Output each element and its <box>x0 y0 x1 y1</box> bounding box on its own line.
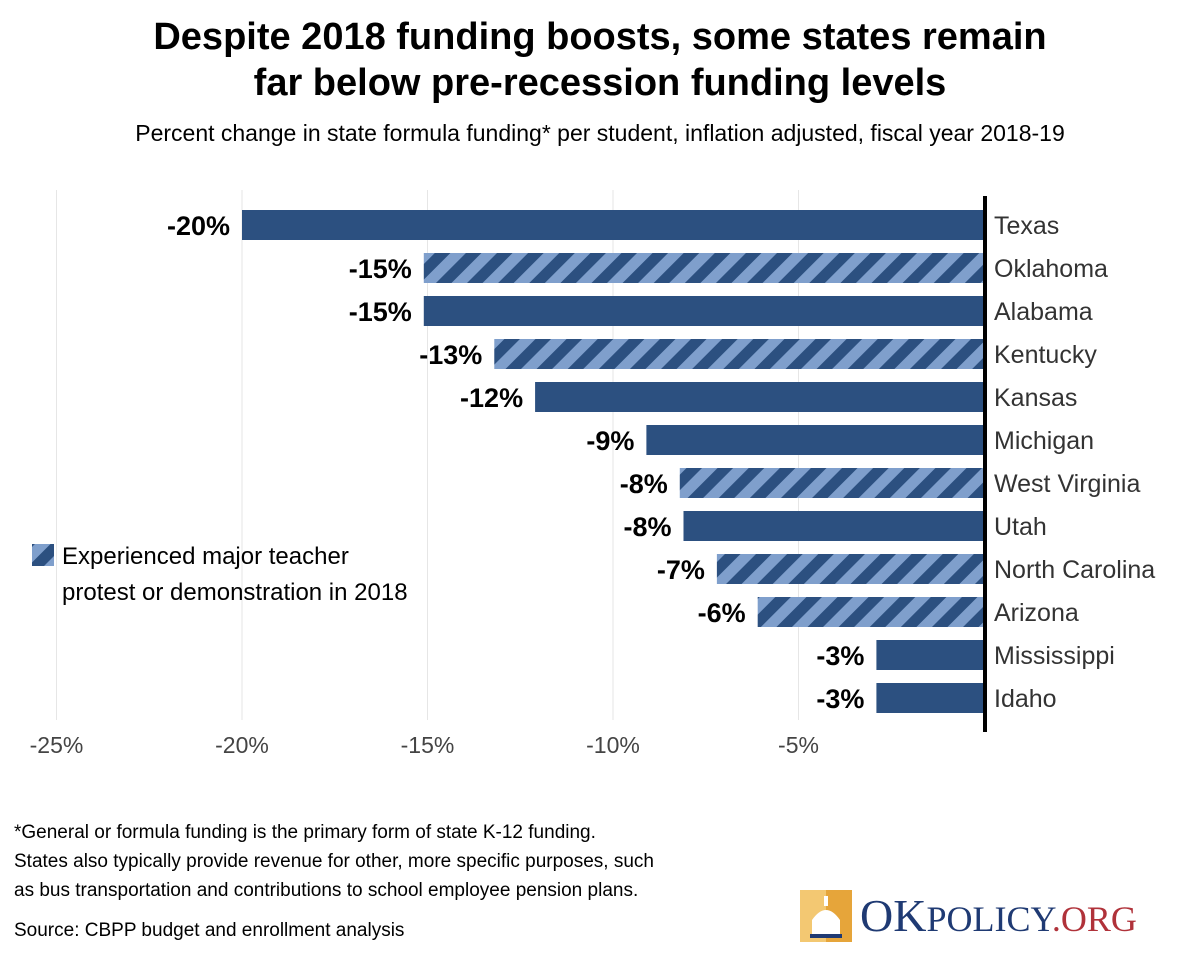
bar-chart: -20%-15%-15%-13%-12%-9%-8%-8%-7%-6%-3%-3… <box>30 190 1155 758</box>
value-label: -9% <box>586 426 634 456</box>
okpolicy-logo: OKPOLICY.ORG <box>800 888 1200 944</box>
bar <box>683 511 984 541</box>
value-label: -8% <box>620 469 668 499</box>
value-label: -3% <box>816 641 864 671</box>
legend: Experienced major teacher protest or dem… <box>32 543 408 606</box>
bar <box>242 210 984 240</box>
category-label: Idaho <box>994 685 1057 713</box>
legend-label-line-2: protest or demonstration in 2018 <box>62 579 408 606</box>
value-label: -20% <box>167 211 230 241</box>
value-label: -13% <box>419 340 482 370</box>
category-label: Texas <box>994 212 1059 240</box>
legend-swatch <box>32 544 54 566</box>
category-labels: Texas Oklahoma Alabama Kentucky Kansas Michig… <box>994 212 1155 713</box>
category-label: Kansas <box>994 384 1077 412</box>
chart-subtitle: Percent change in state formula funding*… <box>135 120 1065 146</box>
x-tick-label: -5% <box>778 732 819 758</box>
value-label: -15% <box>349 254 412 284</box>
footnote: *General or formula funding is the prima… <box>14 818 794 905</box>
bar-protest <box>494 339 984 369</box>
x-axis-ticks: -25% -20% -15% -10% -5% <box>30 732 819 758</box>
category-label: Arizona <box>994 599 1079 627</box>
value-label: -6% <box>698 598 746 628</box>
category-label: West Virginia <box>994 470 1140 498</box>
category-label: Alabama <box>994 298 1093 326</box>
legend-label-line-1: Experienced major teacher <box>62 543 349 570</box>
value-label: -8% <box>623 512 671 542</box>
bar <box>423 296 984 326</box>
footnote-line-3: as bus transportation and contributions … <box>14 880 639 901</box>
category-label: Michigan <box>994 427 1094 455</box>
bar-protest <box>716 554 984 584</box>
category-label: Utah <box>994 513 1047 541</box>
bar-protest <box>757 597 984 627</box>
bar-protest <box>679 468 984 498</box>
bar <box>646 425 984 455</box>
category-label: Mississippi <box>994 642 1115 670</box>
title-line-2: far below pre-recession funding levels <box>253 62 947 104</box>
category-label: Oklahoma <box>994 255 1108 283</box>
x-tick-label: -20% <box>215 732 269 758</box>
source-note: Source: CBPP budget and enrollment analy… <box>14 920 405 941</box>
footnote-line-2: States also typically provide revenue fo… <box>14 851 654 872</box>
logo-ok: OK <box>860 890 927 941</box>
capitol-dome-icon <box>800 890 852 942</box>
chart-title: Despite 2018 funding boosts, some states… <box>0 14 1200 106</box>
bar <box>876 640 984 670</box>
value-label: -7% <box>657 555 705 585</box>
value-label: -12% <box>460 383 523 413</box>
value-label: -3% <box>816 684 864 714</box>
title-line-1: Despite 2018 funding boosts, some states… <box>153 16 1047 58</box>
bar <box>535 382 984 412</box>
footnote-line-1: *General or formula funding is the prima… <box>14 822 596 843</box>
category-label: North Carolina <box>994 556 1155 584</box>
logo-policy: POLICY <box>926 899 1052 939</box>
bars <box>242 210 984 713</box>
bar <box>876 683 984 713</box>
logo-org: .ORG <box>1051 899 1137 939</box>
x-tick-label: -15% <box>401 732 455 758</box>
x-tick-label: -25% <box>30 732 84 758</box>
value-labels: -20%-15%-15%-13%-12%-9%-8%-8%-7%-6%-3%-3… <box>167 211 864 714</box>
x-tick-label: -10% <box>586 732 640 758</box>
bar-protest <box>423 253 984 283</box>
logo-wordmark: OKPOLICY.ORG <box>860 890 1137 945</box>
value-label: -15% <box>349 297 412 327</box>
category-label: Kentucky <box>994 341 1097 369</box>
